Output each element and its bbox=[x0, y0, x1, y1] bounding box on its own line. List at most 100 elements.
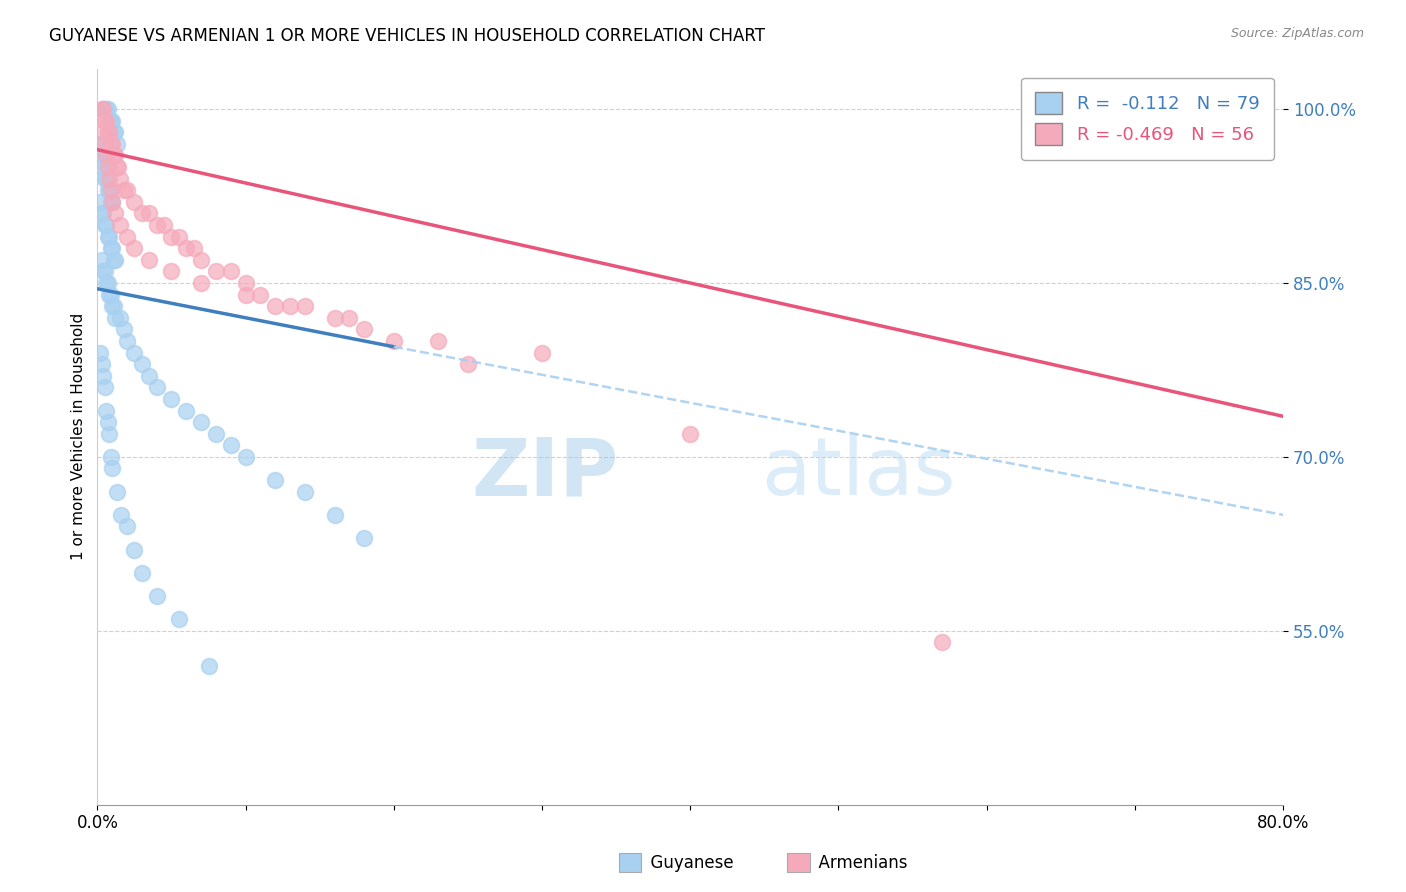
Text: Armenians: Armenians bbox=[808, 855, 908, 872]
Point bbox=[160, 264, 183, 278]
Point bbox=[101, 241, 124, 255]
Point bbox=[101, 299, 124, 313]
Point bbox=[107, 160, 129, 174]
Point bbox=[96, 171, 118, 186]
Point bbox=[108, 171, 131, 186]
Point bbox=[167, 229, 190, 244]
Point bbox=[190, 252, 212, 267]
Text: Source: ZipAtlas.com: Source: ZipAtlas.com bbox=[1230, 27, 1364, 40]
Point bbox=[98, 287, 121, 301]
Point bbox=[110, 508, 132, 522]
Point bbox=[115, 229, 138, 244]
Text: ZIP: ZIP bbox=[472, 434, 619, 512]
Point bbox=[124, 345, 146, 359]
Point bbox=[167, 612, 190, 626]
Point bbox=[96, 148, 118, 162]
Point bbox=[98, 426, 121, 441]
Point bbox=[124, 241, 146, 255]
Point bbox=[294, 299, 316, 313]
Point bbox=[90, 252, 112, 267]
Point bbox=[101, 136, 124, 151]
Text: Guyanese: Guyanese bbox=[640, 855, 734, 872]
Point bbox=[91, 125, 114, 139]
Point bbox=[91, 102, 114, 116]
Point bbox=[108, 310, 131, 325]
Point bbox=[100, 183, 122, 197]
Point bbox=[94, 264, 117, 278]
Point bbox=[108, 218, 131, 232]
Point bbox=[131, 357, 153, 371]
Point bbox=[91, 264, 114, 278]
Point bbox=[104, 252, 127, 267]
Point bbox=[101, 194, 124, 209]
Point bbox=[174, 241, 197, 255]
Point bbox=[931, 635, 953, 649]
Point bbox=[145, 380, 167, 394]
Text: atlas: atlas bbox=[762, 434, 956, 512]
Point bbox=[94, 218, 117, 232]
Point bbox=[94, 113, 117, 128]
Point bbox=[97, 102, 120, 116]
Point bbox=[197, 658, 219, 673]
Point bbox=[100, 113, 122, 128]
Point bbox=[138, 368, 160, 383]
Point bbox=[91, 368, 114, 383]
Point bbox=[94, 148, 117, 162]
Point bbox=[174, 403, 197, 417]
Point bbox=[323, 310, 346, 325]
Point bbox=[190, 276, 212, 290]
Point bbox=[138, 252, 160, 267]
Point bbox=[105, 136, 128, 151]
Point bbox=[235, 276, 257, 290]
Point bbox=[103, 125, 125, 139]
Point bbox=[96, 403, 118, 417]
Point bbox=[294, 484, 316, 499]
Point bbox=[131, 566, 153, 580]
Point bbox=[124, 542, 146, 557]
Point bbox=[105, 160, 128, 174]
Legend: R =  -0.112   N = 79, R = -0.469   N = 56: R = -0.112 N = 79, R = -0.469 N = 56 bbox=[1021, 78, 1274, 160]
Point bbox=[124, 194, 146, 209]
Point bbox=[98, 113, 121, 128]
Point bbox=[94, 136, 117, 151]
Point bbox=[160, 392, 183, 406]
Point bbox=[104, 148, 127, 162]
Point bbox=[97, 183, 120, 197]
Point bbox=[90, 136, 112, 151]
Point bbox=[97, 276, 120, 290]
Point bbox=[531, 345, 554, 359]
Point bbox=[138, 206, 160, 220]
Point bbox=[101, 113, 124, 128]
Point bbox=[96, 276, 118, 290]
Point bbox=[235, 287, 257, 301]
Point bbox=[101, 461, 124, 475]
Point bbox=[97, 125, 120, 139]
Point bbox=[100, 241, 122, 255]
Point bbox=[115, 183, 138, 197]
Point bbox=[104, 125, 127, 139]
Point bbox=[90, 357, 112, 371]
Point bbox=[264, 473, 287, 487]
Point bbox=[100, 287, 122, 301]
Point bbox=[235, 450, 257, 464]
Point bbox=[145, 589, 167, 603]
Point bbox=[90, 206, 112, 220]
Point bbox=[115, 334, 138, 348]
Point bbox=[190, 415, 212, 429]
Point bbox=[103, 252, 125, 267]
Point bbox=[94, 171, 117, 186]
Point bbox=[103, 299, 125, 313]
Point bbox=[96, 102, 118, 116]
Point bbox=[131, 206, 153, 220]
Point bbox=[219, 264, 242, 278]
Point bbox=[100, 450, 122, 464]
Point bbox=[100, 136, 122, 151]
Point bbox=[105, 484, 128, 499]
Point bbox=[98, 229, 121, 244]
Point bbox=[323, 508, 346, 522]
Point bbox=[91, 206, 114, 220]
Point bbox=[249, 287, 271, 301]
Point bbox=[115, 519, 138, 533]
Point bbox=[160, 229, 183, 244]
Point bbox=[205, 264, 228, 278]
